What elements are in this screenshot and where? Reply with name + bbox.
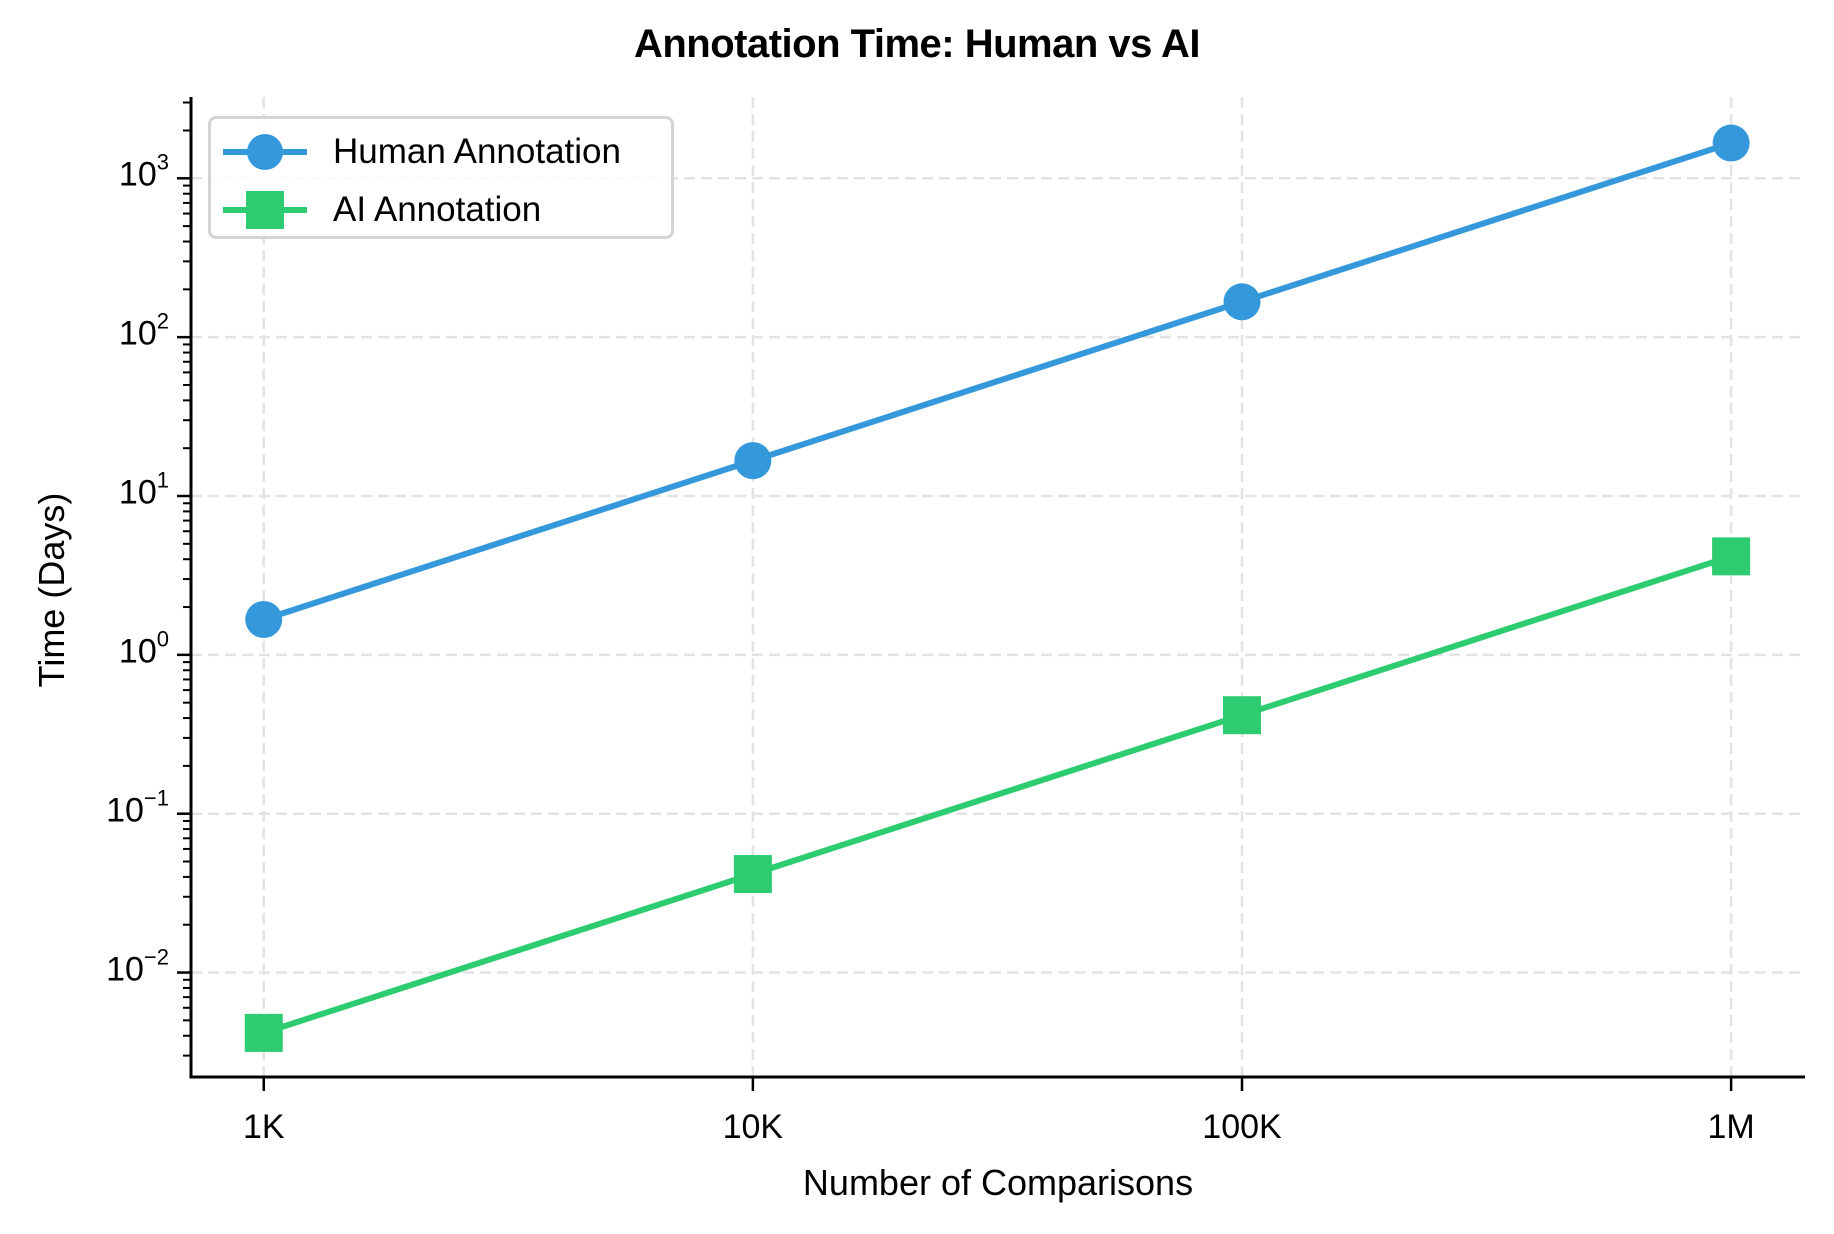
data-point-circle [1223, 283, 1261, 321]
y-tick-exponent: 3 [156, 149, 169, 175]
y-tick-base: 10 [118, 314, 157, 353]
y-tick-base: 10 [106, 950, 144, 989]
x-tick-label: 1M [1707, 1108, 1755, 1146]
y-axis-label: Time (Days) [31, 492, 72, 688]
legend: Human Annotation AI Annotation [208, 116, 674, 239]
y-tick-base: 10 [118, 473, 157, 512]
legend-item-human: Human Annotation [211, 127, 671, 177]
y-tick-label: 103 [118, 150, 169, 195]
x-tick-label: 10K [722, 1108, 784, 1146]
data-point-square [733, 855, 772, 894]
x-tick-label: 100K [1202, 1108, 1282, 1146]
data-point-square [1222, 696, 1261, 735]
y-tick-exponent: 2 [156, 308, 169, 334]
grid-lines [191, 97, 1805, 1077]
data-point-circle [1712, 124, 1750, 162]
data-point-square [1712, 537, 1751, 576]
x-axis-label: Number of Comparisons [802, 1162, 1194, 1203]
y-tick-exponent: −2 [143, 943, 169, 969]
series-layer [244, 124, 1751, 1052]
legend-label: AI Annotation [333, 190, 542, 229]
y-tick-exponent: −1 [143, 785, 169, 811]
y-tick-label: 101 [118, 467, 169, 512]
data-point-circle [245, 600, 283, 638]
legend-label: Human Annotation [333, 132, 621, 171]
data-point-circle [734, 442, 772, 480]
y-tick-base: 10 [106, 791, 144, 830]
data-point-square [244, 1013, 283, 1052]
y-tick-label: 10−2 [106, 944, 169, 989]
axes [177, 97, 1805, 1091]
y-tick-exponent: 0 [156, 626, 169, 652]
series-line [262, 553, 1733, 1036]
circle-marker-icon [223, 134, 307, 170]
y-tick-label: 102 [118, 308, 169, 353]
y-tick-label: 100 [118, 626, 169, 671]
y-tick-base: 10 [118, 632, 157, 671]
y-tick-label: 10−1 [106, 785, 169, 830]
y-tick-base: 10 [118, 155, 157, 194]
legend-item-ai: AI Annotation [211, 185, 671, 235]
x-tick-label: 1K [242, 1108, 285, 1146]
y-tick-exponent: 1 [156, 467, 169, 493]
square-marker-icon [223, 191, 307, 229]
chart-title: Annotation Time: Human vs AI [633, 22, 1201, 66]
series-line [262, 140, 1733, 623]
